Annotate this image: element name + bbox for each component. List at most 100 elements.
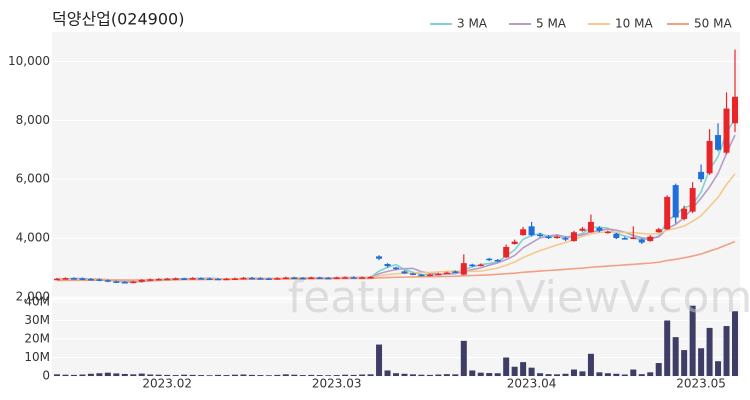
- volume-bar: [172, 375, 179, 376]
- volume-bar: [426, 374, 433, 376]
- volume-bar: [418, 374, 425, 376]
- volume-bar: [503, 357, 510, 376]
- candle-body: [426, 274, 433, 277]
- volume-bar: [248, 374, 255, 376]
- volume-bar: [706, 327, 713, 376]
- candle-body: [130, 281, 137, 284]
- candle-body: [384, 264, 391, 267]
- candle-body: [257, 278, 264, 280]
- candle-body: [104, 280, 111, 282]
- volume-bar: [587, 353, 594, 376]
- volume-bar: [435, 374, 442, 376]
- candle-body: [621, 238, 628, 240]
- candle-body: [265, 278, 272, 280]
- volume-bar: [96, 373, 103, 376]
- volume-bar: [87, 373, 94, 376]
- volume-bar: [384, 370, 391, 376]
- volume-bar: [333, 375, 340, 376]
- candle-body: [274, 278, 281, 280]
- volume-bar: [401, 373, 408, 376]
- candle-body: [206, 278, 213, 280]
- volume-bar: [732, 311, 738, 376]
- volume-bar: [579, 371, 586, 376]
- volume-bar: [342, 374, 349, 376]
- price-panel: [52, 32, 740, 298]
- candle-body: [554, 236, 561, 239]
- volume-bar: [325, 375, 332, 376]
- x-tick-label: 2023.05: [676, 377, 726, 391]
- candle-body: [537, 234, 544, 237]
- volume-bar: [265, 375, 272, 376]
- volume-bar: [723, 326, 730, 376]
- candle-body: [689, 188, 696, 212]
- volume-bar: [113, 373, 120, 376]
- candle-body: [435, 273, 442, 276]
- candle-body: [511, 241, 518, 244]
- volume-bar: [452, 374, 459, 376]
- candle-body: [291, 277, 298, 280]
- volume-bar: [359, 374, 366, 376]
- volume-bar: [155, 374, 162, 376]
- candle-body: [54, 278, 60, 281]
- candle-body: [698, 171, 705, 180]
- y-tick-label: 8,000: [16, 113, 50, 127]
- candle-body: [121, 281, 128, 284]
- candle-body: [409, 273, 416, 275]
- volume-bar: [520, 362, 527, 376]
- volume-bar: [376, 344, 383, 376]
- volume-bar: [562, 373, 569, 376]
- candle-body: [223, 278, 230, 281]
- candle-body: [494, 259, 501, 262]
- candle-body: [198, 278, 205, 280]
- volume-bar: [469, 370, 476, 376]
- candle-body: [231, 278, 238, 280]
- volume-bar: [460, 340, 467, 376]
- volume-bar: [274, 374, 281, 376]
- candle-body: [215, 278, 222, 281]
- candle-body: [96, 279, 103, 281]
- volume-bar: [121, 373, 128, 376]
- volume-bar: [240, 374, 247, 376]
- candle-body: [477, 264, 484, 267]
- candle-body: [282, 277, 289, 280]
- candle-body: [723, 108, 730, 153]
- candle-body: [181, 278, 188, 280]
- y-tick-label: 10,000: [8, 54, 50, 68]
- x-tick-label: 2023.04: [507, 377, 557, 391]
- candle-body: [596, 227, 603, 231]
- candle-body: [164, 278, 171, 281]
- candle-body: [604, 231, 611, 234]
- candle-body: [443, 272, 450, 275]
- candle-body: [469, 264, 476, 267]
- candle-body: [486, 258, 493, 261]
- candle-body: [638, 239, 645, 243]
- candle-body: [376, 256, 383, 259]
- candle-body: [715, 135, 722, 150]
- candle-body: [70, 278, 77, 280]
- candle-body: [562, 238, 569, 240]
- candle-body: [587, 221, 594, 233]
- volume-bar: [486, 373, 493, 376]
- volume-bar: [79, 374, 86, 376]
- watermark: feature.enViewV.com: [288, 272, 750, 323]
- legend-label: 5 MA: [536, 17, 567, 31]
- candle-body: [460, 263, 467, 275]
- candle-body: [62, 278, 69, 280]
- volume-bar: [545, 374, 552, 376]
- candle-body: [172, 278, 179, 280]
- volume-bar: [367, 374, 374, 376]
- volume-bar: [672, 337, 679, 376]
- candle-body: [308, 277, 315, 280]
- candle-body: [570, 232, 577, 242]
- volume-bar: [70, 374, 77, 376]
- candle-body: [503, 246, 510, 258]
- legend-label: 10 MA: [615, 17, 653, 31]
- volume-bar: [282, 374, 289, 376]
- volume-bar: [681, 350, 688, 376]
- volume-bar: [291, 374, 298, 376]
- volume-bar: [554, 374, 561, 376]
- volume-tick-label: 20M: [24, 332, 50, 346]
- legend-label: 3 MA: [457, 17, 488, 31]
- volume-bar: [655, 363, 662, 376]
